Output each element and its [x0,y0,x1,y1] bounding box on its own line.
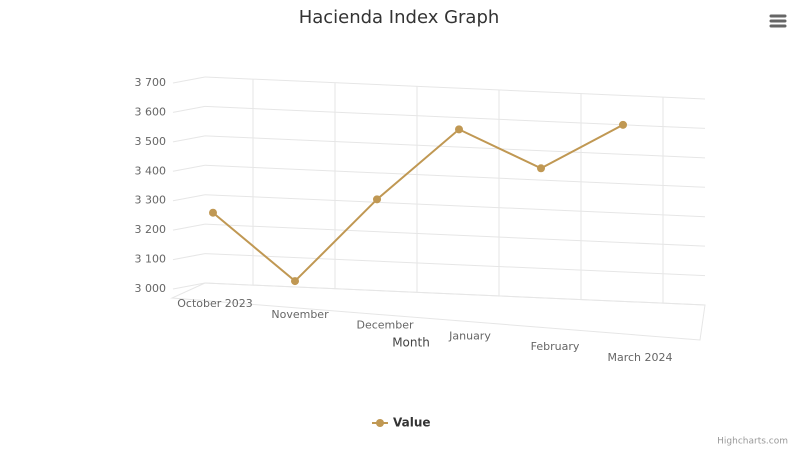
legend-label: Value [393,416,431,430]
x-tick-label: March 2024 [607,351,672,364]
y-tick [172,76,206,84]
y-tick [172,164,206,172]
grid-line [204,253,706,277]
legend-marker [376,419,384,427]
y-tick-label: 3 000 [135,282,167,295]
y-tick [172,253,206,261]
data-point [373,195,381,204]
grid-line [204,223,706,247]
grid-line [204,105,706,129]
y-tick [172,223,206,231]
x-tick-label: January [448,329,491,342]
x-tick-label: October 2023 [177,297,253,310]
chart-title: Hacienda Index Graph [299,7,500,28]
floor [170,282,706,341]
series-line [212,123,624,283]
y-tick-label: 3 400 [135,164,167,177]
data-point [291,277,299,286]
y-tick [172,135,206,143]
x-axis-title: Month [392,336,430,350]
grid-line [204,194,706,218]
x-tick-label: November [271,308,329,321]
grid-line [204,164,706,188]
y-tick-label: 3 100 [135,253,167,266]
grid-line [204,282,706,306]
data-point [537,164,545,173]
grid-line [204,135,706,159]
data-point [209,208,217,217]
y-tick [172,282,206,290]
legend-item[interactable]: Value [372,416,431,430]
y-tick-label: 3 300 [135,194,167,207]
y-tick-label: 3 600 [135,105,167,118]
menu-button[interactable] [769,14,787,28]
y-tick-label: 3 200 [135,223,167,236]
x-tick-label: December [356,319,414,332]
grid-line [204,76,706,100]
y-tick-label: 3 700 [135,76,167,89]
x-tick-label: February [531,340,580,353]
credits[interactable]: Highcharts.com [717,437,788,447]
y-tick-label: 3 500 [135,135,167,148]
y-tick [172,105,206,113]
data-point [455,125,463,134]
y-tick [172,194,206,202]
data-point [619,120,627,129]
